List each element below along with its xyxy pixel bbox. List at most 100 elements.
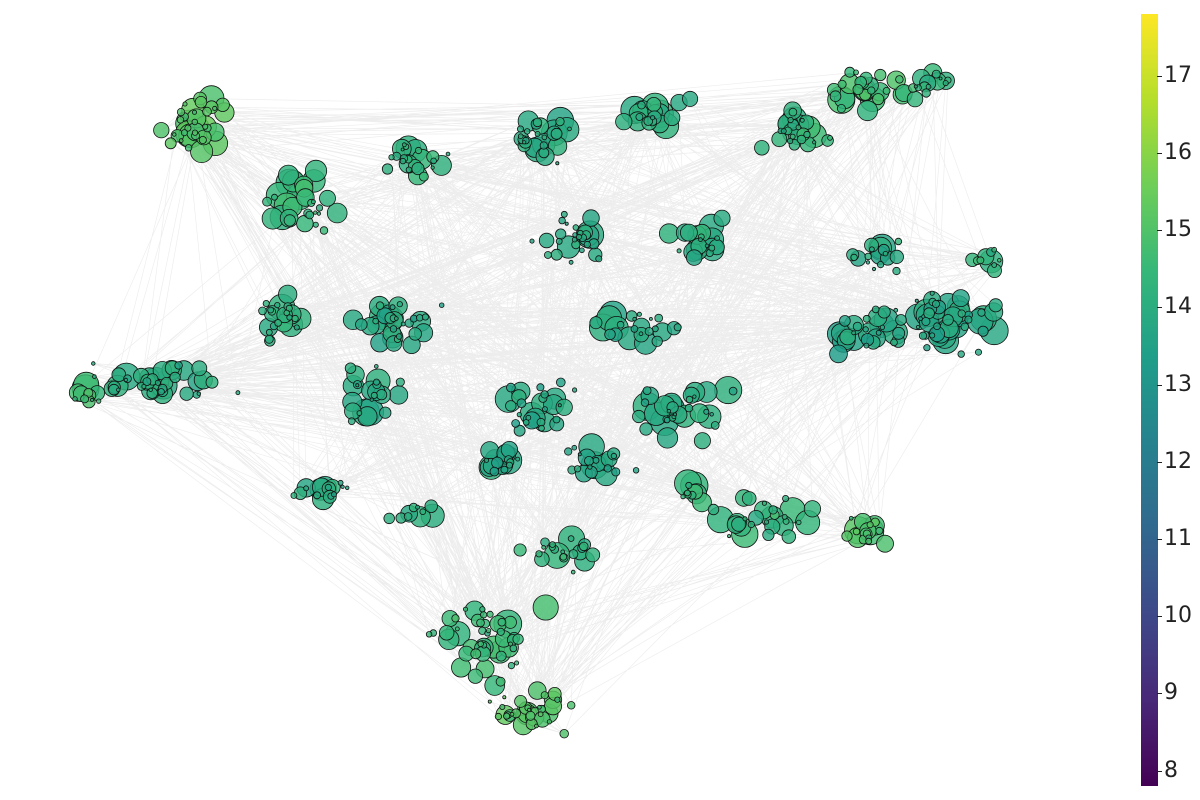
graph-node (513, 543, 527, 557)
graph-node (796, 134, 807, 145)
graph-node (90, 397, 95, 402)
graph-node (396, 333, 403, 340)
graph-node (568, 259, 574, 265)
graph-node (762, 528, 775, 542)
graph-node (304, 159, 328, 182)
graph-node (293, 324, 300, 331)
colorbar-tick-mark (1157, 770, 1162, 772)
graph-node (418, 171, 429, 182)
graph-node (685, 395, 694, 404)
graph-node (401, 142, 407, 148)
graph-node (511, 419, 520, 428)
graph-node (369, 397, 374, 402)
graph-node (80, 394, 89, 404)
graph-node (929, 290, 935, 296)
graph-node (540, 390, 549, 399)
graph-node (191, 129, 199, 136)
graph-node (202, 106, 212, 117)
graph-node (379, 406, 392, 419)
graph-node (871, 266, 877, 272)
graph-node (555, 117, 565, 127)
graph-node (164, 137, 177, 150)
graph-node (153, 122, 170, 139)
graph-node (786, 137, 794, 145)
graph-node (169, 371, 181, 383)
graph-node (918, 331, 928, 340)
graph-node (836, 104, 846, 114)
graph-node (356, 410, 363, 416)
graph-node (324, 483, 332, 491)
graph-node (483, 457, 489, 463)
graph-node (267, 306, 275, 314)
graph-node (502, 695, 507, 700)
colorbar-tick-label: 15 (1164, 217, 1192, 243)
graph-node (92, 374, 97, 379)
graph-node (313, 210, 318, 215)
graph-node (479, 606, 486, 613)
graph-node (552, 415, 561, 424)
graph-node (439, 625, 455, 641)
graph-node (638, 331, 644, 337)
graph-node (479, 611, 488, 619)
graph-node (632, 316, 637, 322)
graph-node (852, 84, 864, 96)
graph-node (470, 648, 482, 660)
graph-node (305, 210, 315, 220)
graph-node (529, 238, 535, 244)
graph-node (568, 549, 579, 559)
graph-node (489, 466, 500, 477)
graph-node (707, 503, 720, 516)
graph-node (538, 424, 545, 432)
graph-node (235, 390, 241, 396)
graph-node (571, 444, 578, 451)
graph-node (933, 322, 941, 331)
graph-node (573, 465, 582, 473)
graph-node (506, 461, 513, 469)
graph-node (829, 344, 848, 364)
graph-node (451, 614, 460, 623)
graph-node (524, 128, 531, 135)
graph-node (142, 377, 152, 387)
graph-node (892, 266, 901, 276)
graph-node (537, 711, 544, 717)
colorbar-tick-mark (1157, 307, 1162, 309)
graph-node (476, 618, 485, 628)
graph-node (651, 335, 663, 347)
graph-node (179, 386, 194, 401)
graph-node (780, 128, 787, 135)
graph-node (942, 80, 949, 87)
graph-node (865, 537, 873, 545)
graph-node (271, 193, 278, 201)
graph-node (676, 248, 682, 254)
graph-node (487, 699, 492, 704)
graph-node (704, 243, 710, 248)
graph-node (375, 389, 388, 401)
graph-node (477, 640, 484, 648)
graph-node (650, 115, 656, 121)
graph-node (148, 387, 153, 392)
graph-node (424, 499, 438, 513)
graph-node (310, 199, 316, 205)
graph-node (191, 109, 197, 115)
graph-node (517, 133, 524, 140)
graph-node (921, 88, 931, 98)
graph-node (96, 398, 102, 404)
graph-node (191, 118, 198, 126)
graph-node (803, 500, 822, 518)
graph-node (499, 704, 506, 711)
graph-node (388, 385, 409, 405)
graph-node (546, 719, 553, 725)
graph-node (841, 530, 853, 542)
graph-node (539, 141, 548, 150)
graph-node (319, 226, 329, 235)
graph-node (494, 712, 502, 721)
graph-node (611, 467, 621, 477)
graph-node (632, 467, 640, 474)
graph-node (957, 309, 966, 318)
graph-node (592, 456, 600, 464)
graph-node (430, 157, 437, 165)
graph-node (960, 322, 969, 331)
graph-node (788, 107, 798, 117)
graph-node (925, 83, 932, 90)
graph-node (400, 147, 405, 152)
